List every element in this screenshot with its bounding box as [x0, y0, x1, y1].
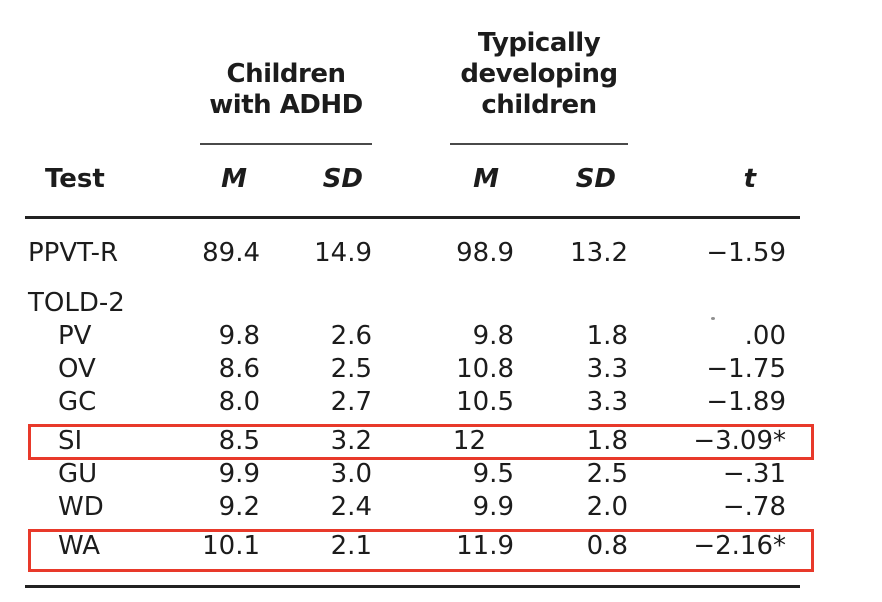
table-row: GU 9.9 3.0 9.5 2.5 −.31 — [25, 458, 800, 491]
row-label: PPVT-R — [28, 238, 119, 268]
table-row: TOLD-2 — [25, 287, 800, 320]
row-label: TOLD-2 — [28, 288, 125, 318]
group-header-adhd-label: Children with ADHD — [209, 59, 363, 120]
cell-typical-m: 9.5 — [472, 459, 514, 489]
cell-adhd-sd: 2.1 — [330, 531, 372, 561]
cell-typical-sd: 1.8 — [586, 321, 628, 351]
cell-adhd-sd: 2.6 — [330, 321, 372, 351]
column-header-adhd-sd: SD — [322, 164, 363, 194]
cell-typical-sd: 2.0 — [586, 492, 628, 522]
group-underline-typical — [450, 143, 628, 145]
table-row: GC 8.0 2.7 10.5 3.3 −1.89 — [25, 386, 800, 419]
cell-adhd-sd — [260, 287, 372, 320]
column-header-typical-m: M — [473, 164, 499, 194]
column-header-row: Test M SD M SD t — [25, 163, 800, 196]
cell-adhd-m — [200, 287, 260, 320]
row-label: SI — [58, 426, 83, 456]
table-bottom-rule — [25, 585, 800, 588]
column-header-test: Test — [45, 164, 105, 194]
cell-typical-m: 12 — [452, 426, 486, 456]
results-table: Children with ADHD Typically developing … — [25, 0, 814, 588]
group-header-typical: Typically developing children — [372, 28, 628, 145]
group-header-typical-label: Typically developing children — [460, 28, 618, 120]
cell-adhd-m: 9.8 — [218, 321, 260, 351]
cell-t — [628, 287, 800, 320]
cell-typical-m: 98.9 — [456, 238, 514, 268]
cell-adhd-m: 10.1 — [202, 531, 260, 561]
cell-typical-sd: 3.3 — [586, 354, 628, 384]
cell-t: −1.89 — [706, 387, 786, 417]
cell-adhd-m: 8.5 — [218, 426, 260, 456]
cell-adhd-m: 8.0 — [218, 387, 260, 417]
cell-typical-sd: 1.8 — [586, 426, 628, 456]
group-underline-adhd — [200, 143, 372, 145]
row-label: OV — [58, 354, 96, 384]
cell-t: .00 — [744, 321, 786, 351]
cell-typical-sd: 0.8 — [586, 531, 628, 561]
table-row: WD 9.2 2.4 9.9 2.0 −.78 — [25, 491, 800, 524]
column-header-adhd-m: M — [221, 164, 247, 194]
cell-adhd-m: 9.2 — [218, 492, 260, 522]
cell-adhd-sd: 2.4 — [330, 492, 372, 522]
cell-adhd-sd: 2.5 — [330, 354, 372, 384]
cell-adhd-sd: 14.9 — [314, 238, 372, 268]
cell-adhd-sd: 2.7 — [330, 387, 372, 417]
row-label: WA — [58, 531, 101, 561]
cell-t: −.78 — [722, 492, 786, 522]
table-row-highlighted: SI 8.5 3.2 12 1.8 −3.09* — [25, 424, 814, 460]
column-header-typical-sd: SD — [575, 164, 616, 194]
table-row: PPVT-R 89.4 14.9 98.9 13.2 −1.59 — [25, 237, 800, 270]
cell-typical-sd: 13.2 — [570, 238, 628, 268]
cell-typical-m: 9.8 — [472, 321, 514, 351]
row-label: WD — [58, 492, 104, 522]
cell-adhd-m: 8.6 — [218, 354, 260, 384]
cell-adhd-sd: 3.0 — [330, 459, 372, 489]
table-row-highlighted: WA 10.1 2.1 11.9 0.8 −2.16* — [25, 529, 814, 572]
row-label: GU — [58, 459, 98, 489]
cell-typical-m: 10.5 — [456, 387, 514, 417]
cell-t: −2.16* — [693, 531, 786, 561]
cell-typical-m: 10.8 — [456, 354, 514, 384]
cell-t: −1.75 — [706, 354, 786, 384]
table-body: PPVT-R 89.4 14.9 98.9 13.2 −1.59 TOLD-2 PV 9.8 2.… — [25, 237, 814, 572]
row-label: GC — [58, 387, 97, 417]
table-row: PV 9.8 2.6 9.8 1.8 .00 — [25, 320, 800, 353]
cell-typical-sd — [514, 287, 628, 320]
group-header-row: Children with ADHD Typically developing … — [25, 0, 800, 145]
scan-artifact-dot — [711, 317, 715, 320]
column-header-t: t — [743, 164, 756, 194]
cell-typical-sd: 3.3 — [586, 387, 628, 417]
cell-adhd-m: 9.9 — [218, 459, 260, 489]
cell-adhd-sd: 3.2 — [330, 426, 372, 456]
group-header-adhd: Children with ADHD — [200, 59, 372, 145]
table-top-rule — [25, 216, 800, 219]
cell-typical-m: 9.9 — [472, 492, 514, 522]
cell-t: −1.59 — [706, 238, 786, 268]
cell-t: −3.09* — [693, 426, 786, 456]
row-label: PV — [58, 321, 92, 351]
cell-typical-m: 11.9 — [456, 531, 514, 561]
table-row: OV 8.6 2.5 10.8 3.3 −1.75 — [25, 353, 800, 386]
cell-typical-m — [372, 287, 514, 320]
cell-adhd-m: 89.4 — [202, 238, 260, 268]
cell-typical-sd: 2.5 — [586, 459, 628, 489]
cell-t: −.31 — [722, 459, 786, 489]
